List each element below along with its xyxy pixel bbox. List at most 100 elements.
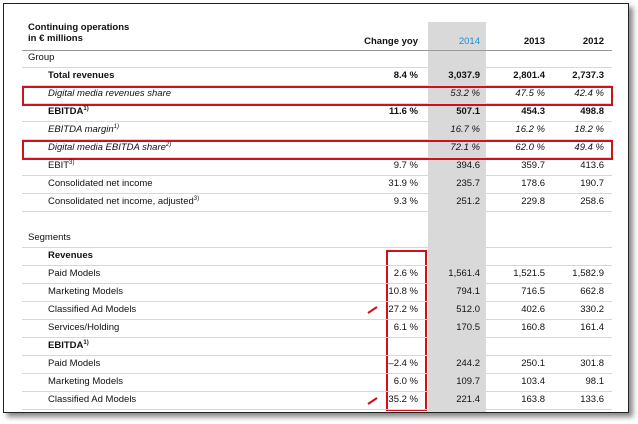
highlight-box [22, 86, 613, 106]
column-header: Change yoy [364, 36, 418, 47]
label-text: Group [28, 52, 55, 63]
footnote-ref: 1) [113, 124, 119, 130]
cell-value: 178.6 [521, 178, 545, 189]
cell-value: 49.4 % [574, 142, 604, 153]
cell-value: 16.2 % [515, 124, 545, 135]
cell-value: 413.6 [580, 160, 604, 171]
cell-value: 103.4 [521, 376, 545, 387]
footnote-ref: 1) [83, 106, 89, 112]
row-label: Paid Models [48, 265, 100, 283]
cell-value: 72.1 % [450, 142, 480, 153]
row-label: EBITDA margin1) [48, 121, 119, 139]
row-rule [22, 319, 612, 320]
row-label: Classified Ad Models [48, 301, 136, 319]
highlight-box [22, 140, 613, 160]
row-rule [22, 373, 612, 374]
footnote-ref: 2) [165, 142, 172, 148]
cell-value: 42.4 % [574, 88, 604, 99]
cell-value: 1,521.5 [513, 268, 545, 279]
cell-value: 8.4 % [393, 70, 418, 81]
row-label: EBITDA1) [48, 337, 89, 355]
cell-value: 402.6 [521, 304, 545, 315]
label-text: Paid Models [48, 268, 101, 279]
change-highlight-box [386, 250, 427, 411]
header-line1: Continuing operations [28, 22, 130, 33]
cell-value: 27.2 % [388, 304, 418, 315]
label-text: Classified Ad Models [48, 304, 137, 315]
cell-value: 512.0 [456, 304, 480, 315]
label-text: EBITDA margin [48, 124, 114, 135]
header-rule [22, 50, 612, 51]
row-rule [22, 193, 612, 194]
cell-value: 9.3 % [393, 196, 418, 207]
column-header: 2013 [523, 36, 545, 47]
cell-value: 31.9 % [388, 178, 418, 189]
row-label: Services/Holding [48, 319, 119, 337]
row-label: Consolidated net income [48, 175, 153, 193]
cell-value: 359.7 [521, 160, 545, 171]
section-label: Group [28, 49, 54, 67]
cell-value: –2.4 % [388, 358, 418, 369]
header-line2: in € millions [28, 33, 83, 44]
row-rule [22, 67, 612, 68]
footnote-ref: 1) [83, 340, 89, 346]
label-text: EBITDA [48, 106, 84, 117]
row-rule [22, 157, 612, 158]
row-label: Digital media revenues share [48, 85, 171, 103]
cell-value: 507.1 [456, 106, 480, 117]
cell-value: 3,037.9 [448, 70, 480, 81]
label-text: Services/Holding [48, 322, 120, 333]
cell-value: 190.7 [580, 178, 604, 189]
cell-value: 18.2 % [574, 124, 604, 135]
cell-value: 258.6 [580, 196, 604, 207]
cell-value: 161.4 [580, 322, 604, 333]
cell-value: 716.5 [521, 286, 545, 297]
label-text: Marketing Models [48, 376, 123, 387]
label-text: Digital media revenues share [48, 88, 172, 99]
row-label: Classified Ad Models [48, 391, 136, 409]
label-text: EBIT [48, 160, 70, 171]
cell-value: 160.8 [521, 322, 545, 333]
label-text: Consolidated net income, adjusted [48, 196, 194, 207]
cell-value: 301.8 [580, 358, 604, 369]
label-text: EBITDA [48, 340, 84, 351]
row-label: Paid Models [48, 355, 100, 373]
row-rule [22, 391, 612, 392]
cell-value: 62.0 % [515, 142, 545, 153]
cell-value: 244.2 [456, 358, 480, 369]
label-text: Consolidated net income [48, 178, 153, 189]
cell-value: 10.8 % [388, 286, 418, 297]
cell-value: 9.7 % [393, 160, 418, 171]
label-text: Total revenues [48, 70, 115, 81]
cell-value: 1,582.9 [572, 268, 604, 279]
label-text: Segments [28, 232, 71, 243]
row-rule [22, 283, 612, 284]
row-label: EBIT3) [48, 157, 74, 175]
cell-value: 330.2 [580, 304, 604, 315]
cell-value: 6.1 % [393, 322, 418, 333]
footnote-ref: 3) [193, 196, 200, 202]
cell-value: 133.6 [580, 394, 604, 405]
cell-value: 229.8 [521, 196, 545, 207]
label-text: Revenues [48, 250, 93, 261]
row-rule [22, 355, 612, 356]
cell-value: 2,737.3 [572, 70, 604, 81]
row-rule [22, 301, 612, 302]
cell-value: 170.5 [456, 322, 480, 333]
row-rule [22, 211, 612, 212]
cell-value: 221.4 [456, 394, 480, 405]
cell-value: 163.8 [521, 394, 545, 405]
row-rule [22, 337, 612, 338]
row-rule [22, 85, 612, 86]
cell-value: 16.7 % [450, 124, 480, 135]
row-label: Digital media EBITDA share2) [48, 139, 171, 157]
row-rule [22, 247, 612, 248]
row-rule [22, 121, 612, 122]
row-label: Total revenues [48, 67, 114, 85]
row-label: Marketing Models [48, 373, 123, 391]
cell-value: 394.6 [456, 160, 480, 171]
row-rule [22, 139, 612, 140]
cell-value: 235.7 [456, 178, 480, 189]
label-text: Classified Ad Models [48, 394, 137, 405]
